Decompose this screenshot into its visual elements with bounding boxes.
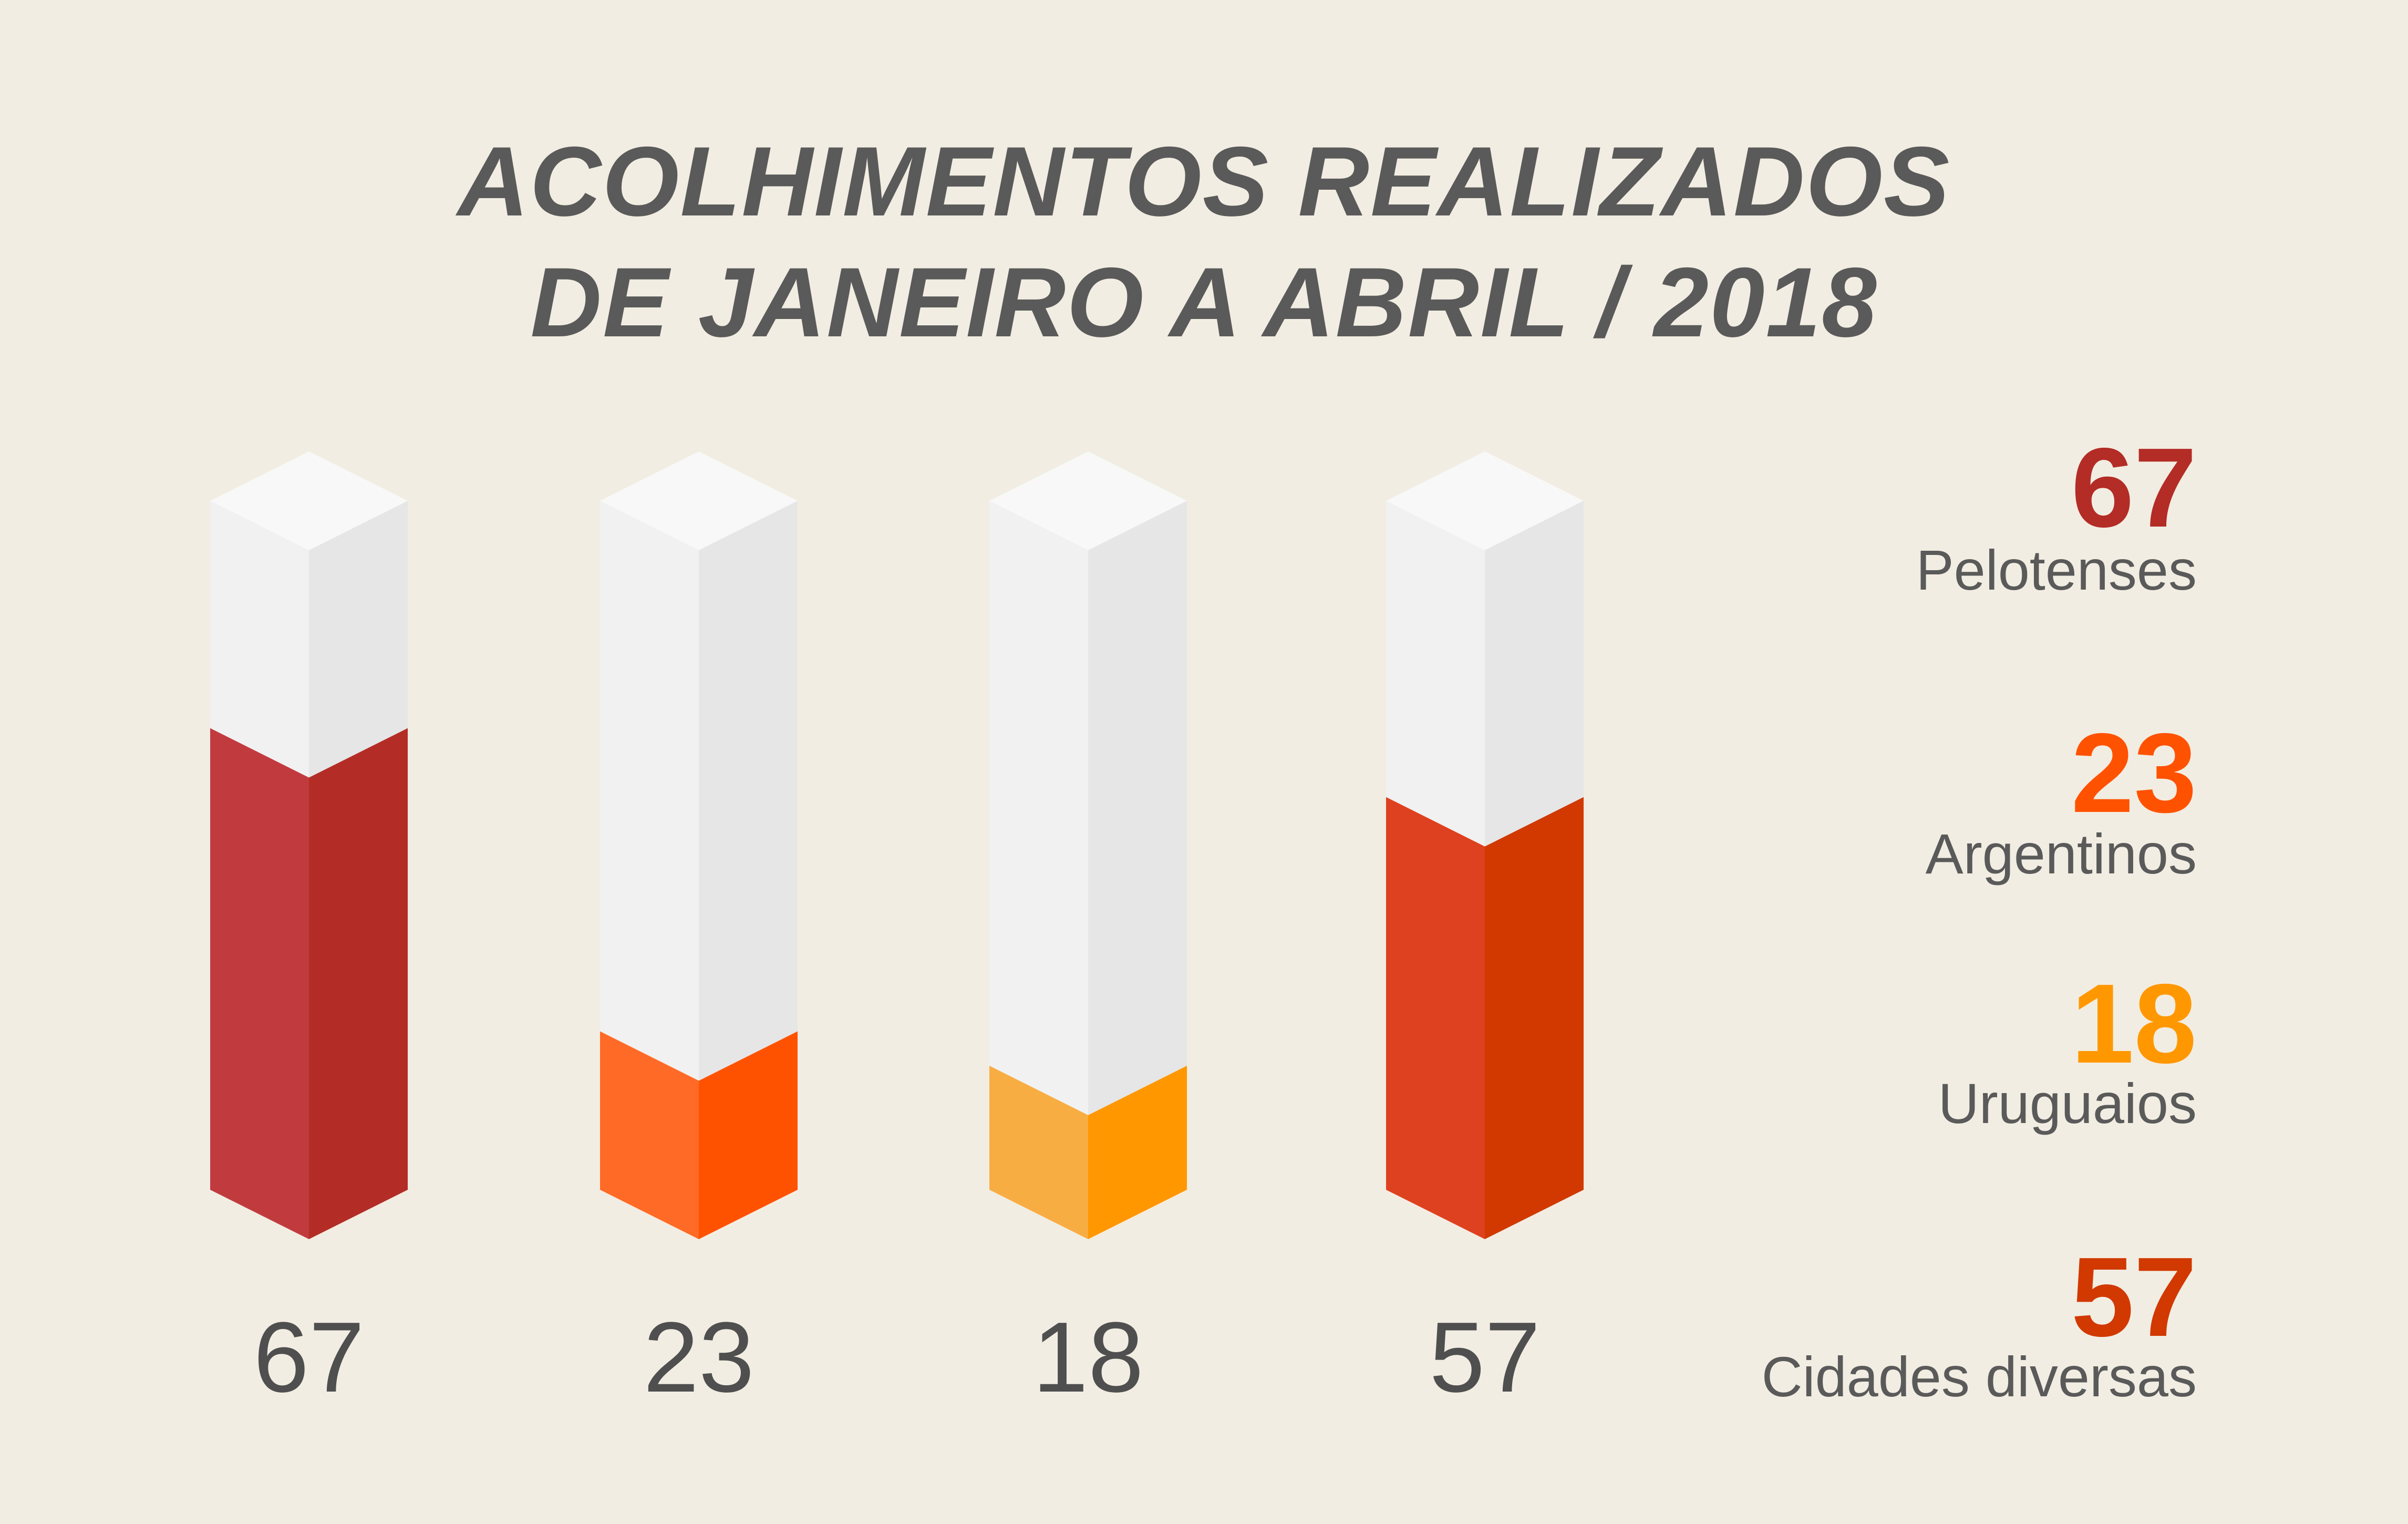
- bar-top-cidades-diversas: [1386, 451, 1584, 550]
- bar-cidades-diversas: [1386, 797, 1485, 1239]
- bar-empty-front-cidades-diversas: [1386, 501, 1485, 847]
- bar-empty-side-uruguaios: [1088, 501, 1187, 1116]
- legend-label-argentinos: Argentinos: [1925, 822, 2197, 885]
- bar-side-argentinos: [699, 1031, 798, 1239]
- bar-empty-front-pelotenses: [210, 501, 309, 778]
- bar-top-pelotenses: [210, 451, 408, 550]
- bar-value-label-cidades-diversas: 57: [1429, 1302, 1540, 1413]
- bar-empty-side-pelotenses: [309, 501, 408, 778]
- bar-empty-side-argentinos: [699, 501, 798, 1081]
- bar-value-label-argentinos: 23: [643, 1302, 754, 1413]
- bar-side-pelotenses: [309, 728, 408, 1239]
- legend-value-cidades-diversas: 57: [2071, 1233, 2197, 1360]
- bar-pelotenses: [210, 728, 309, 1239]
- bar-side-uruguaios: [1088, 1066, 1187, 1239]
- bar-value-label-uruguaios: 18: [1032, 1302, 1143, 1413]
- bar-uruguaios: [989, 1066, 1088, 1239]
- chart-title: ACOLHIMENTOS REALIZADOS DE JANEIRO A ABR…: [0, 121, 2408, 363]
- legend-label-uruguaios: Uruguaios: [1938, 1072, 2197, 1135]
- chart-title-line-2: DE JANEIRO A ABRIL / 2018: [530, 247, 1878, 357]
- bar-empty-front-argentinos: [600, 501, 699, 1081]
- legend-value-uruguaios: 18: [2071, 960, 2197, 1087]
- legend-label-cidades-diversas: Cidades diversas: [1761, 1345, 2197, 1408]
- legend-value-argentinos: 23: [2071, 709, 2197, 836]
- legend-value-pelotenses: 67: [2071, 424, 2197, 551]
- legend-label-pelotenses: Pelotenses: [1916, 538, 2197, 602]
- chart-title-line-1: ACOLHIMENTOS REALIZADOS: [457, 126, 1951, 236]
- bar-empty-side-cidades-diversas: [1485, 501, 1584, 847]
- bar-top-uruguaios: [989, 451, 1187, 550]
- bar-argentinos: [600, 1031, 699, 1239]
- bar-top-argentinos: [600, 451, 798, 550]
- bar-value-label-pelotenses: 67: [253, 1302, 364, 1413]
- bar-empty-front-uruguaios: [989, 501, 1088, 1116]
- bar-side-cidades-diversas: [1485, 797, 1584, 1239]
